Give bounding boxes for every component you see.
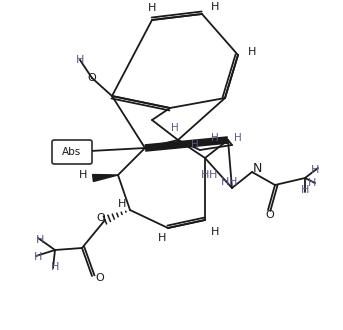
Text: H: H: [211, 133, 219, 143]
FancyBboxPatch shape: [52, 140, 92, 164]
Text: H: H: [311, 165, 319, 175]
Text: Abs: Abs: [62, 147, 82, 157]
Text: H: H: [158, 233, 166, 243]
Text: H: H: [51, 262, 59, 272]
Text: O: O: [87, 73, 96, 83]
Text: O: O: [96, 273, 104, 283]
Text: H: H: [209, 170, 217, 180]
Text: H: H: [191, 140, 199, 150]
Polygon shape: [93, 175, 118, 182]
Text: H: H: [171, 123, 179, 133]
Text: H: H: [148, 3, 156, 13]
Text: H: H: [248, 47, 256, 57]
Text: H: H: [36, 235, 44, 245]
Text: H: H: [76, 55, 84, 65]
Text: H: H: [308, 178, 316, 188]
Text: H: H: [201, 170, 209, 180]
Text: H: H: [229, 177, 237, 187]
Text: N: N: [252, 161, 262, 175]
Text: H: H: [79, 170, 87, 180]
Text: H: H: [221, 177, 229, 187]
Text: H: H: [211, 227, 219, 237]
Text: O: O: [265, 210, 274, 220]
Text: H: H: [34, 252, 42, 262]
Text: O: O: [97, 213, 105, 223]
Text: H: H: [301, 185, 309, 195]
Text: H: H: [118, 199, 126, 209]
Text: H: H: [211, 2, 219, 12]
Text: H: H: [234, 133, 242, 143]
